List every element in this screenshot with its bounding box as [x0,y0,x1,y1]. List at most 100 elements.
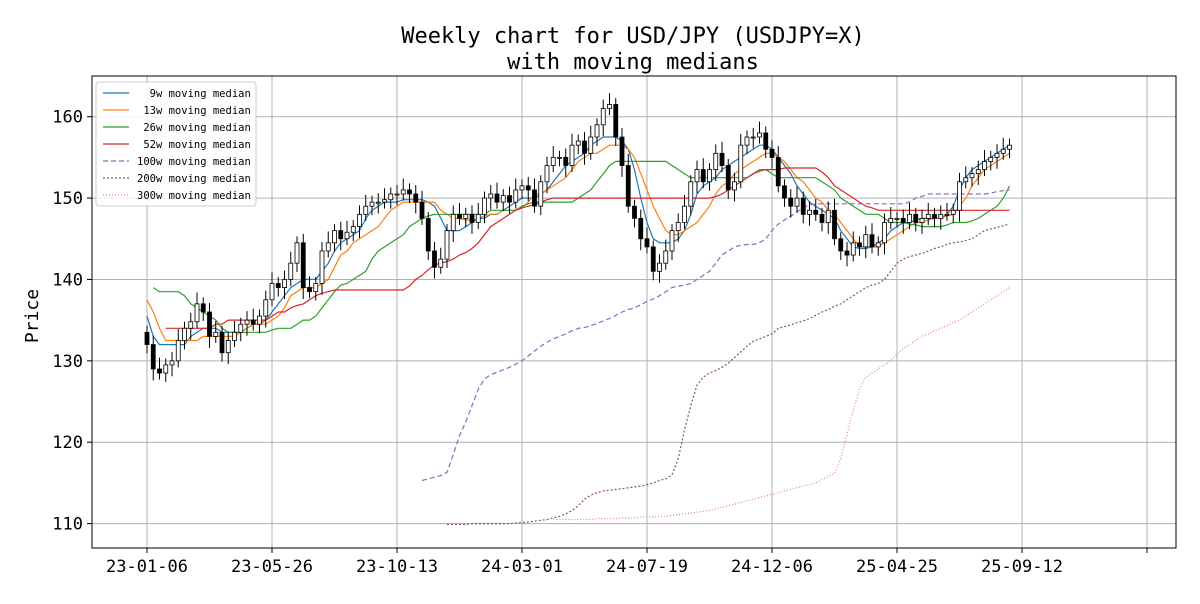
candle [175,329,181,368]
candle [169,351,175,377]
y-tick-label: 160 [52,108,83,128]
candle-body [900,218,906,223]
candle [463,207,469,228]
candle-body [932,213,937,219]
candle [625,154,631,213]
candle-body [825,209,831,223]
candle-body [719,152,725,166]
candle [225,331,231,365]
x-tick-label: 25-04-25 [856,557,938,577]
x-axis-ticks: 23-01-06 23-05-26 23-10-13 24-03-01 24-07-19… [106,548,1148,577]
candle [232,320,237,347]
candle [613,97,619,146]
candle [244,311,250,336]
candle-body [838,238,844,252]
candle-body [388,193,394,201]
candle [632,199,637,228]
legend-label-ma13: 13w moving median [137,105,251,117]
candle-body [269,283,275,301]
y-tick-label: 130 [52,352,83,372]
candle-body [982,161,987,170]
candle [782,179,787,208]
candle [919,209,925,234]
candle-body [538,181,544,207]
candle-body [800,197,806,215]
candle [419,190,425,225]
candle-body [813,209,819,215]
y-tick-label: 140 [52,270,83,290]
candle-body [194,303,200,323]
candle [313,277,319,301]
candle [188,312,194,340]
candle [732,172,737,202]
candle-body [638,218,644,240]
candle-body [419,201,425,219]
legend-label-ma100: 100w moving median [137,156,251,168]
candle [938,205,944,230]
candle [875,236,881,256]
candle [375,193,381,214]
candle [882,213,887,255]
candle [907,202,912,229]
candle-body [175,340,181,362]
candle-body [819,213,825,223]
candle [557,150,562,167]
candle-body [369,201,375,207]
candle [482,191,487,224]
series-line-ma26 [152,160,1011,333]
candle [663,239,669,270]
candle-body [544,165,550,183]
candle-body [788,197,794,207]
candle [400,178,406,201]
candle [788,189,794,218]
candle [325,231,331,258]
candle-body [619,136,625,166]
candle-body [963,177,969,183]
x-tick-label: 23-10-13 [356,557,438,577]
candle [994,144,1000,169]
chart-title-line1: Weekly chart for USD/JPY (USDJPY=X) [401,24,865,49]
candle-body [919,218,925,223]
candle-body [582,140,587,154]
candle-body [525,185,531,191]
candle [644,227,650,254]
candle [988,150,994,171]
candle-body [519,185,525,191]
candle [650,240,656,281]
candle [813,198,819,221]
candle-body [575,140,581,146]
candle [332,224,337,252]
candle-body [763,132,769,150]
candle-body [863,234,869,248]
candle [719,141,725,173]
candle [207,303,212,348]
candle-body [913,213,919,223]
candle [150,335,156,381]
candle [769,140,775,169]
candle [525,176,531,202]
candle-body [688,181,694,207]
candle-body [350,226,356,233]
candle-body [450,213,456,232]
candle [494,182,500,209]
candle-body [988,156,994,162]
candle [638,209,644,251]
candle [200,297,206,321]
candle [1007,138,1012,159]
candle [800,191,806,224]
candle-body [432,250,437,268]
candle-body [725,165,731,191]
y-tick-label: 110 [52,515,83,535]
candle-body [182,327,187,341]
candle [288,251,294,286]
candle-body [157,368,162,374]
candle-body [213,331,219,337]
candle [275,277,281,297]
candle [832,198,837,246]
candle-body [975,169,981,175]
candle-body [238,323,244,333]
candle-body [657,262,662,272]
candle [263,290,269,328]
candle-body [925,213,931,219]
candle [669,224,675,260]
